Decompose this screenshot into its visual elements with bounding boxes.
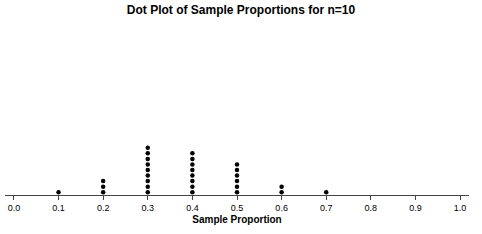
svg-text:1.0: 1.0 [454,203,467,213]
svg-text:0.5: 0.5 [231,203,244,213]
svg-text:0.4: 0.4 [186,203,199,213]
svg-text:0.9: 0.9 [409,203,422,213]
svg-text:0.7: 0.7 [320,203,333,213]
svg-text:0.0: 0.0 [8,203,21,213]
svg-text:0.2: 0.2 [97,203,110,213]
svg-text:Dot Plot of Sample Proportions: Dot Plot of Sample Proportions for n=10 [127,3,356,17]
svg-text:0.1: 0.1 [52,203,65,213]
svg-text:Sample Proportion: Sample Proportion [192,214,281,225]
svg-text:0.8: 0.8 [365,203,378,213]
svg-text:0.3: 0.3 [142,203,155,213]
svg-text:0.6: 0.6 [275,203,288,213]
